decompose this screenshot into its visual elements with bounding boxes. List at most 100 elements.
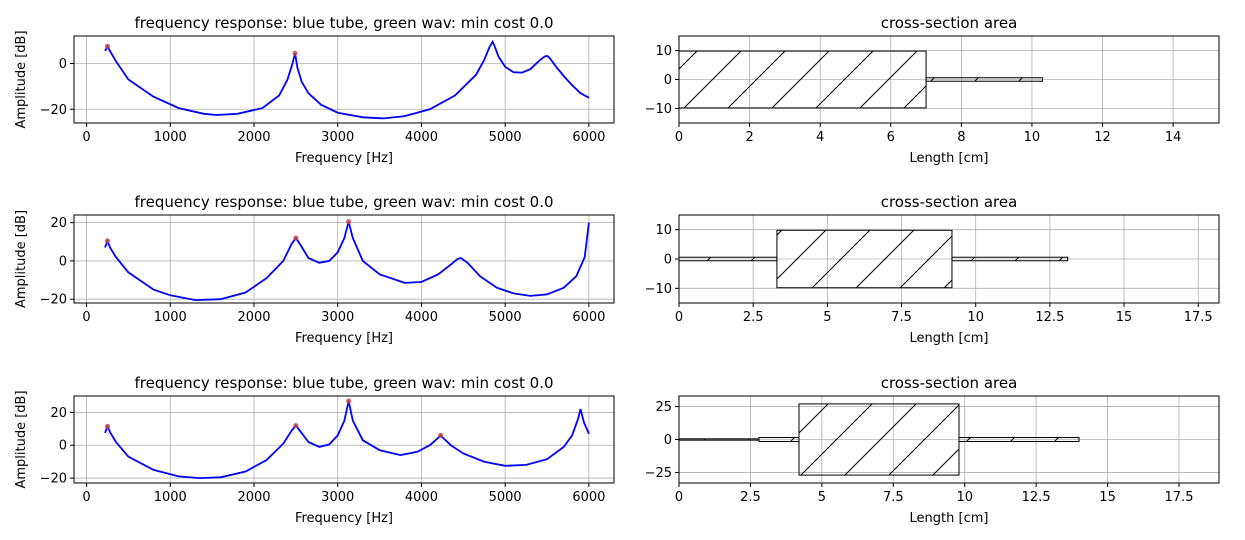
plot-area [104, 398, 590, 480]
plot-area [104, 219, 590, 302]
tube-segment [925, 77, 1044, 82]
x-tick-label: 1000 [154, 130, 187, 145]
chart-title: cross-section area [881, 14, 1018, 32]
x-tick-label: 5000 [489, 490, 522, 505]
x-tick-label: 5000 [489, 130, 522, 145]
chart-title: frequency response: blue tube, green wav… [134, 193, 553, 211]
x-tick-label: 2.5 [743, 310, 764, 325]
x-tick-label: 4000 [405, 310, 438, 325]
x-tick-label: 0 [82, 310, 90, 325]
x-tick-label: 3000 [321, 130, 354, 145]
x-tick-label: 4000 [405, 130, 438, 145]
tube-segment [951, 256, 1069, 262]
x-tick-label: 6000 [572, 310, 605, 325]
chart-title: cross-section area [881, 193, 1018, 211]
x-tick-label: 2000 [237, 310, 270, 325]
y-tick-label: 0 [664, 433, 672, 448]
chart-title: frequency response: blue tube, green wav… [134, 374, 553, 392]
x-axis-label: Length [cm] [910, 511, 989, 526]
x-tick-label: 1000 [154, 310, 187, 325]
tube-segment [958, 437, 1080, 442]
x-tick-label: 6000 [572, 490, 605, 505]
tube-segment [679, 438, 760, 441]
x-tick-label: 6 [887, 130, 895, 145]
x-tick-label: 2 [745, 130, 753, 145]
x-axis-label: Frequency [Hz] [295, 511, 393, 526]
tube-segment [679, 50, 927, 109]
y-tick-label: −20 [40, 472, 67, 487]
x-tick-label: 5 [823, 310, 831, 325]
peak-marker [104, 423, 111, 429]
x-tick-label: 12.5 [1035, 310, 1064, 325]
peak-marker [104, 238, 111, 244]
peak-marker [346, 219, 352, 225]
axes-frame [73, 395, 615, 484]
y-tick-label: 0 [664, 253, 672, 268]
peak-marker [346, 398, 352, 404]
x-tick-label: 15 [1116, 310, 1133, 325]
x-tick-label: 17.5 [1165, 490, 1194, 505]
x-axis-label: Length [cm] [910, 331, 989, 346]
x-tick-label: 6000 [572, 130, 605, 145]
chart-title: cross-section area [881, 374, 1018, 392]
x-tick-label: 17.5 [1184, 310, 1213, 325]
y-tick-label: −20 [40, 103, 67, 118]
x-tick-label: 12 [1094, 130, 1111, 145]
peak-marker [293, 422, 299, 429]
fr2-panel: 0 1000 2000 3000 4000 5000 6000 −20 0 20 frequency… [14, 193, 615, 346]
x-axis-label: Frequency [Hz] [295, 151, 393, 166]
x-tick-label: 8 [957, 130, 965, 145]
x-axis-label: Length [cm] [910, 151, 989, 166]
peak-marker [104, 43, 111, 49]
chart-title: frequency response: blue tube, green wav… [134, 14, 553, 32]
plot-area [104, 39, 590, 120]
x-tick-label: 4000 [405, 490, 438, 505]
x-tick-label: 14 [1165, 130, 1182, 145]
tube-segment [776, 229, 953, 289]
x-tick-label: 2000 [237, 130, 270, 145]
x-tick-label: 3000 [321, 490, 354, 505]
x-tick-label: 0 [675, 310, 683, 325]
x-tick-label: 1000 [154, 490, 187, 505]
axes-frame [73, 35, 615, 124]
y-tick-label: 0 [664, 73, 672, 88]
cs3-panel: 0 2.5 5 7.5 10 12.5 15 17.5−25025cross-section … [645, 374, 1220, 526]
x-tick-label: 10 [1024, 130, 1041, 145]
peak-marker [292, 50, 298, 56]
tube-segment [798, 403, 960, 476]
y-axis-label: Amplitude [dB] [14, 30, 29, 128]
frequency-response-line [104, 39, 590, 120]
x-tick-label: 7.5 [883, 490, 904, 505]
axes-frame [73, 214, 615, 304]
fr1-panel: 0 1000 2000 3000 4000 5000 6000 −20 0 frequency r… [14, 14, 615, 166]
x-tick-label: 4 [816, 130, 824, 145]
y-tick-label: −25 [645, 466, 672, 481]
y-tick-label: 20 [50, 216, 67, 231]
x-tick-label: 5000 [489, 310, 522, 325]
x-tick-label: 2.5 [740, 490, 761, 505]
plot-area [679, 229, 1069, 289]
y-tick-label: −20 [40, 293, 67, 308]
tube-segment [679, 256, 778, 262]
y-tick-label: 10 [655, 223, 672, 238]
x-axis-label: Frequency [Hz] [295, 331, 393, 346]
peak-marker [293, 235, 299, 241]
x-tick-label: 12.5 [1022, 490, 1051, 505]
plot-area [679, 403, 1080, 476]
x-tick-label: 2000 [237, 490, 270, 505]
x-tick-label: 15 [1099, 490, 1116, 505]
x-tick-label: 0 [675, 130, 683, 145]
y-tick-label: 0 [59, 57, 67, 72]
tube-segment [758, 437, 800, 442]
x-tick-label: 0 [675, 490, 683, 505]
y-tick-label: 10 [655, 44, 672, 59]
frequency-response-line [104, 400, 590, 480]
peak-marker [438, 432, 444, 438]
y-tick-label: 0 [59, 254, 67, 269]
x-tick-label: 10 [956, 490, 973, 505]
y-tick-label: 20 [50, 406, 67, 421]
cs2-panel: 0 2.5 5 7.5 10 12.5 15 17.5−10010cross-section … [645, 193, 1220, 346]
x-tick-label: 7.5 [891, 310, 912, 325]
